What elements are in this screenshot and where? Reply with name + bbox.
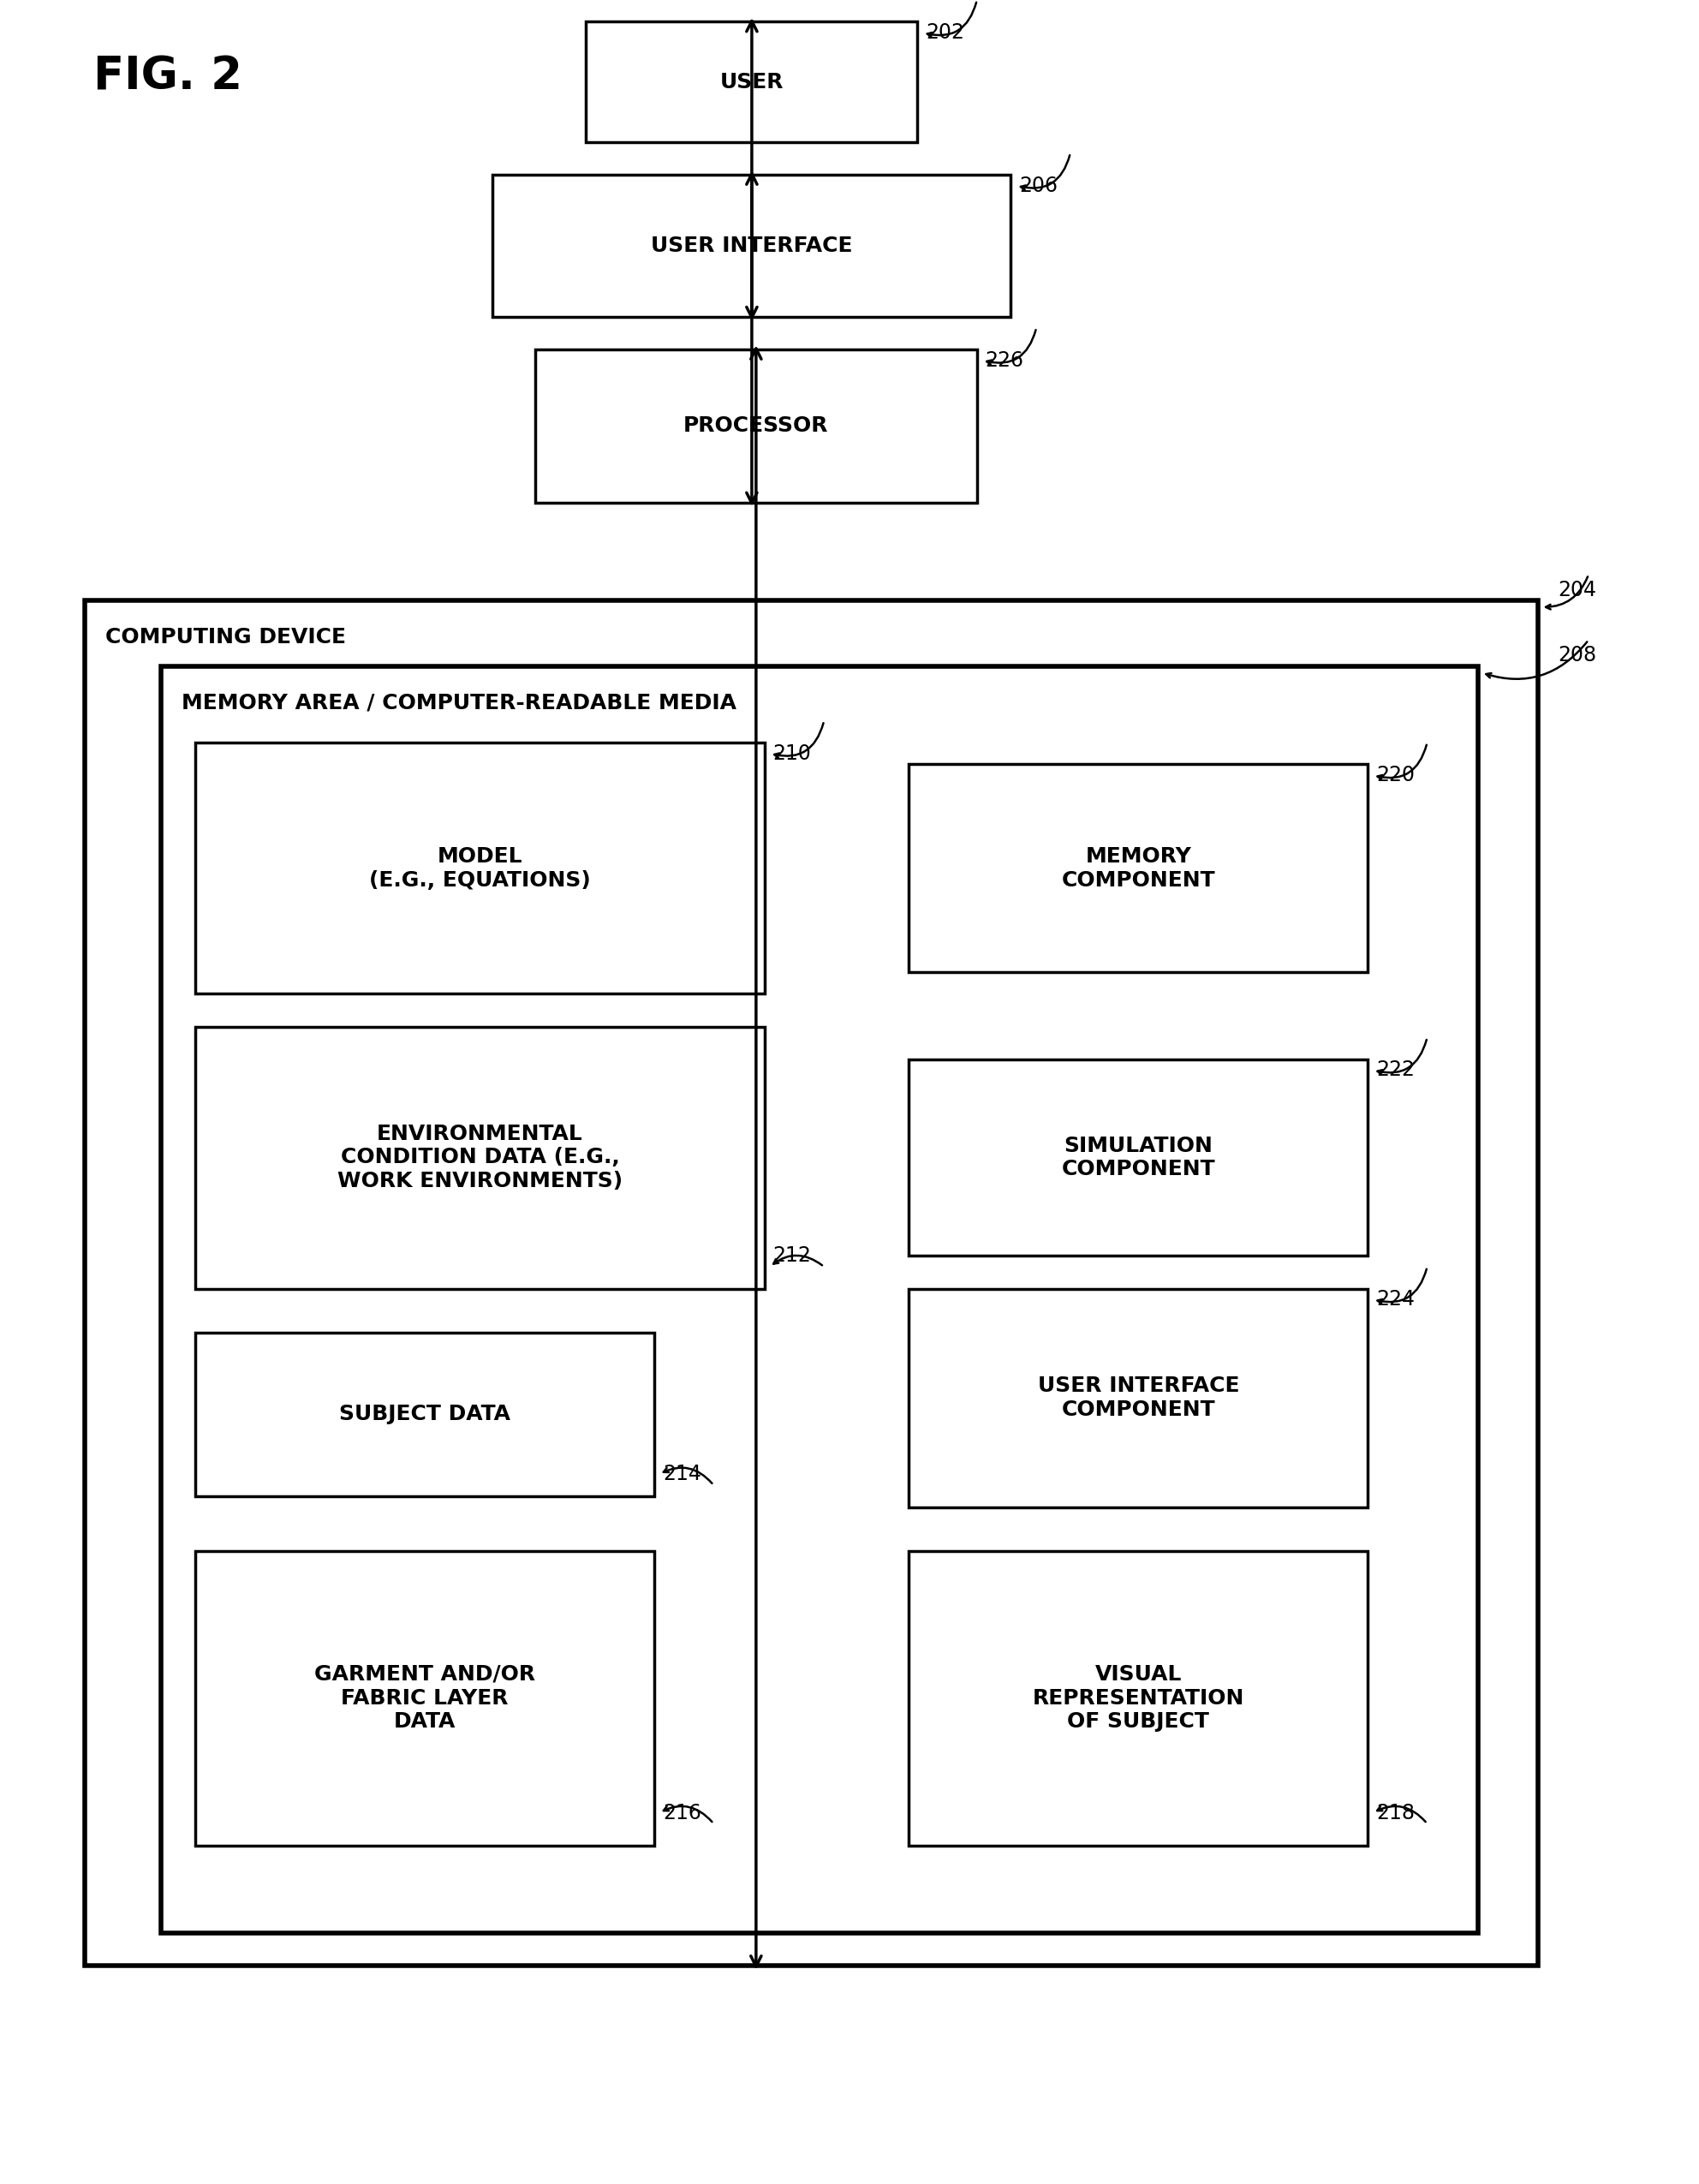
Text: MODEL
(E.G., EQUATIONS): MODEL (E.G., EQUATIONS) xyxy=(369,845,591,891)
Text: SUBJECT DATA: SUBJECT DATA xyxy=(340,1404,510,1424)
Text: 214: 214 xyxy=(663,1463,702,1485)
Bar xyxy=(586,22,917,142)
Text: ENVIRONMENTAL
CONDITION DATA (E.G.,
WORK ENVIRONMENTS): ENVIRONMENTAL CONDITION DATA (E.G., WORK… xyxy=(338,1123,622,1192)
Text: USER INTERFACE: USER INTERFACE xyxy=(651,236,853,256)
Text: 208: 208 xyxy=(1558,644,1597,666)
Bar xyxy=(195,1026,765,1289)
Text: 202: 202 xyxy=(926,22,965,44)
Bar xyxy=(161,666,1478,1933)
Text: 220: 220 xyxy=(1376,764,1415,786)
Bar xyxy=(909,764,1368,972)
Text: USER INTERFACE
COMPONENT: USER INTERFACE COMPONENT xyxy=(1038,1376,1239,1420)
Bar xyxy=(85,601,1538,1966)
Text: 218: 218 xyxy=(1376,1802,1415,1824)
Bar xyxy=(195,1332,654,1496)
Text: 222: 222 xyxy=(1376,1059,1415,1081)
Text: SIMULATION
COMPONENT: SIMULATION COMPONENT xyxy=(1062,1136,1215,1179)
Bar xyxy=(493,175,1011,317)
Text: 224: 224 xyxy=(1376,1289,1415,1310)
Text: VISUAL
REPRESENTATION
OF SUBJECT: VISUAL REPRESENTATION OF SUBJECT xyxy=(1033,1664,1244,1732)
Text: 210: 210 xyxy=(773,743,812,764)
Text: FIG. 2: FIG. 2 xyxy=(93,55,243,98)
Bar xyxy=(909,1551,1368,1845)
Text: COMPUTING DEVICE: COMPUTING DEVICE xyxy=(105,627,347,646)
Text: MEMORY AREA / COMPUTER-READABLE MEDIA: MEMORY AREA / COMPUTER-READABLE MEDIA xyxy=(182,692,737,712)
Text: 204: 204 xyxy=(1558,579,1597,601)
Bar xyxy=(535,349,977,502)
Bar xyxy=(909,1059,1368,1256)
Bar xyxy=(195,1551,654,1845)
Text: 226: 226 xyxy=(985,349,1024,371)
Text: MEMORY
COMPONENT: MEMORY COMPONENT xyxy=(1062,845,1215,891)
Text: 212: 212 xyxy=(773,1245,812,1267)
Text: 206: 206 xyxy=(1019,175,1058,197)
Bar xyxy=(909,1289,1368,1507)
Text: PROCESSOR: PROCESSOR xyxy=(683,415,829,437)
Bar xyxy=(195,743,765,994)
Text: GARMENT AND/OR
FABRIC LAYER
DATA: GARMENT AND/OR FABRIC LAYER DATA xyxy=(314,1664,535,1732)
Text: USER: USER xyxy=(720,72,783,92)
Text: 216: 216 xyxy=(663,1802,702,1824)
